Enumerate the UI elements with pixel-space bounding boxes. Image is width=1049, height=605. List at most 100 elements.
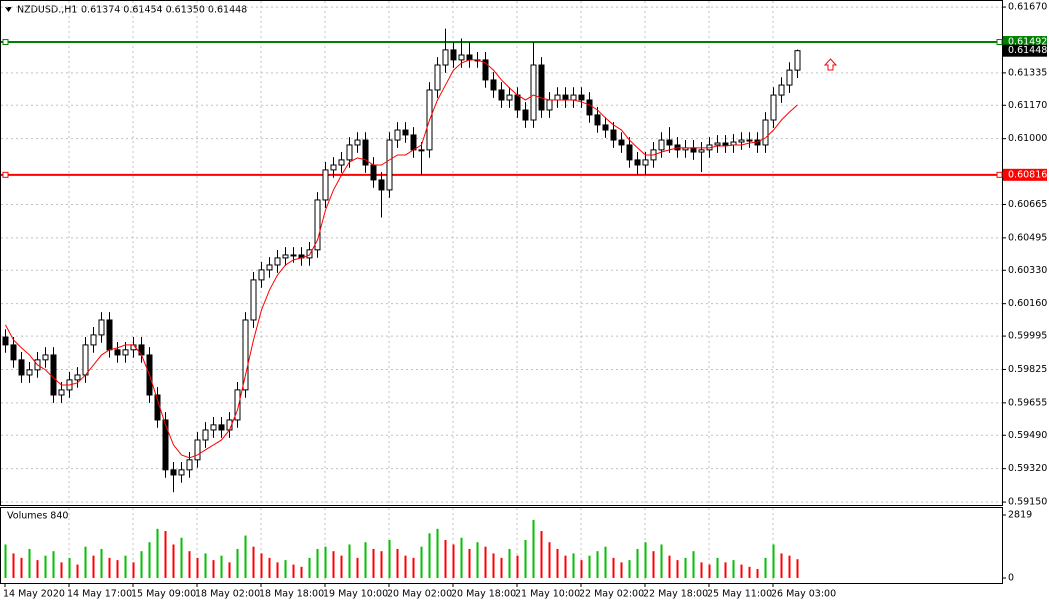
candle-body xyxy=(354,139,361,146)
candle-body xyxy=(378,179,385,191)
y-tick-label: 0.61335 xyxy=(1008,67,1047,78)
x-tick-label: 18 May 18:00 xyxy=(259,589,324,600)
buy-arrow xyxy=(823,58,838,71)
candle-body xyxy=(114,349,121,356)
level-handle xyxy=(2,171,9,178)
candle-body xyxy=(586,99,593,116)
candle-body xyxy=(434,64,441,91)
candle-body xyxy=(402,129,409,136)
candle-body xyxy=(74,374,81,381)
candle-body xyxy=(546,99,553,111)
candle-body xyxy=(698,149,705,153)
candle-body xyxy=(170,469,177,476)
candle-body xyxy=(234,389,241,421)
candle-body xyxy=(658,139,665,151)
x-tick-label: 15 May 09:00 xyxy=(131,589,196,600)
candle-body xyxy=(738,139,745,143)
candle-body xyxy=(58,389,65,396)
candle-body xyxy=(10,344,17,361)
candle-body xyxy=(178,469,185,476)
candle-body xyxy=(306,249,313,259)
y-tick-label: 0.59825 xyxy=(1008,364,1047,375)
candle-body xyxy=(602,124,609,131)
candle-body xyxy=(722,142,729,146)
volume-pane xyxy=(0,507,1003,584)
candle-body xyxy=(418,149,425,152)
candle-body xyxy=(514,94,521,111)
candle-body xyxy=(490,79,497,91)
candle-body xyxy=(194,439,201,461)
candle-body xyxy=(250,279,257,321)
candle-body xyxy=(386,139,393,191)
level-handle xyxy=(996,39,1003,46)
y-tick-label: 0.59995 xyxy=(1008,331,1047,342)
candle-body xyxy=(770,94,777,121)
candle-body xyxy=(626,144,633,161)
x-tick-label: 26 May 03:00 xyxy=(771,589,836,600)
y-tick-label: 0.59150 xyxy=(1008,497,1047,508)
candle-body xyxy=(690,147,697,153)
level-label: 0.61492 xyxy=(1008,37,1047,48)
y-tick-label: 0.59320 xyxy=(1008,463,1047,474)
candle-body xyxy=(98,319,105,336)
y-tick-label: 0.60665 xyxy=(1008,199,1047,210)
candle-body xyxy=(746,139,753,142)
x-tick-label: 20 May 18:00 xyxy=(451,589,516,600)
volume-tick-label: 2819 xyxy=(1008,509,1032,520)
candle-body xyxy=(274,257,281,266)
x-tick-label: 20 May 02:00 xyxy=(387,589,452,600)
last-price-label-box xyxy=(1003,44,1047,57)
candle-body xyxy=(266,264,273,271)
level-handle xyxy=(996,171,1003,178)
candle-body xyxy=(762,119,769,146)
menu-icon[interactable] xyxy=(5,7,12,12)
y-tick-label: 0.60495 xyxy=(1008,232,1047,243)
x-tick-label: 21 May 10:00 xyxy=(515,589,580,600)
candle-body xyxy=(314,199,321,251)
candle-body xyxy=(522,109,529,121)
candle-body xyxy=(186,459,193,471)
x-tick-label: 14 May 2020 xyxy=(3,589,65,600)
candle-body xyxy=(530,64,537,121)
volume-tick-label: 0 xyxy=(1008,572,1014,583)
y-tick-label: 0.61000 xyxy=(1008,133,1047,144)
candle-body xyxy=(618,139,625,146)
y-tick-label: 0.61170 xyxy=(1008,100,1047,111)
candle-body xyxy=(210,424,217,431)
candle-body xyxy=(498,89,505,101)
candle-body xyxy=(786,69,793,86)
candle-body xyxy=(346,144,353,161)
candle-body xyxy=(242,319,249,391)
candle-body xyxy=(410,134,417,151)
level-handle xyxy=(2,39,9,46)
candle-body xyxy=(538,64,545,111)
candle-body xyxy=(458,54,465,61)
candle-body xyxy=(322,169,329,201)
y-tick-label: 0.60330 xyxy=(1008,265,1047,276)
candle-body xyxy=(282,254,289,259)
candle-body xyxy=(330,164,337,171)
candle-body xyxy=(714,142,721,146)
y-tick-label: 0.60160 xyxy=(1008,298,1047,309)
candle-body xyxy=(122,349,129,356)
x-tick-label: 22 May 02:00 xyxy=(579,589,644,600)
candle-body xyxy=(666,139,673,146)
candle-body xyxy=(258,269,265,281)
candle-body xyxy=(506,94,513,101)
candle-body xyxy=(442,49,449,66)
candle-body xyxy=(26,369,33,376)
candle-body xyxy=(562,94,569,101)
candle-body xyxy=(106,319,113,351)
candle-body xyxy=(642,159,649,166)
candle-body xyxy=(370,164,377,181)
candle-body xyxy=(50,354,57,396)
candle-body xyxy=(634,159,641,166)
x-tick-label: 18 May 02:00 xyxy=(195,589,260,600)
y-tick-label: 0.59655 xyxy=(1008,397,1047,408)
candle-body xyxy=(218,424,225,431)
candle-body xyxy=(290,254,297,257)
price-pane xyxy=(0,0,1003,506)
y-tick-label: 0.59490 xyxy=(1008,430,1047,441)
